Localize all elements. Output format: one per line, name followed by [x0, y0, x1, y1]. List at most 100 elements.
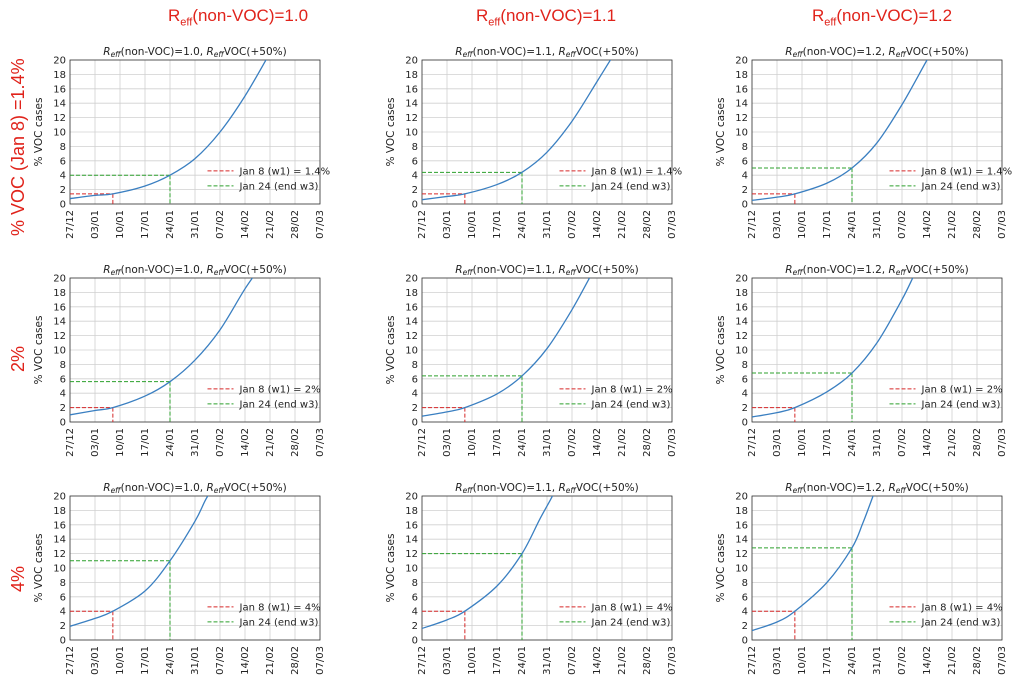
y-tick-label: 4 [60, 389, 66, 400]
plot-title-title-a: R [103, 264, 110, 276]
y-tick-label: 2 [412, 621, 418, 632]
x-tick-label: 21/02 [617, 646, 628, 675]
y-tick-label: 2 [412, 403, 418, 414]
y-tick-label: 10 [735, 128, 748, 139]
x-tick-label: 21/02 [947, 428, 958, 457]
y-tick-label: 14 [53, 99, 66, 110]
x-tick-label: 07/02 [567, 646, 578, 675]
chart-panel-9: Reff(non-VOC)=1.2, ReffVOC(+50%) 0 2 4 6 8 10 1… [712, 480, 1029, 680]
plot-title-title-e: eff [214, 50, 226, 59]
x-tick-label: 07/02 [897, 428, 908, 457]
y-tick-label: 4 [60, 171, 66, 182]
x-tick-label: 07/03 [667, 210, 678, 239]
y-tick-label: 8 [60, 360, 66, 371]
y-tick-label: 16 [735, 520, 748, 531]
chart-svg-3: Reff(non-VOC)=1.2, ReffVOC(+50%)02468101… [715, 46, 1012, 239]
y-tick-label: 6 [742, 374, 748, 385]
legend-w1-label: Jan 8 (w1) = 2% [591, 384, 673, 395]
x-tick-label: 31/01 [190, 646, 201, 675]
plot-title-title-b: eff [463, 268, 475, 277]
legend-w3-label: Jan 24 (end w3) [591, 617, 671, 628]
plot-title-title-d: R [206, 46, 213, 58]
legend-w1-label: Jan 8 (w1) = 1.4% [239, 166, 331, 177]
x-tick-label: 27/12 [417, 210, 428, 239]
plot-title: Reff(non-VOC)=1.2, ReffVOC(+50%) [785, 264, 968, 277]
plot-title-title-a: R [103, 46, 110, 58]
y-tick-label: 12 [405, 331, 418, 342]
y-tick-label: 18 [735, 288, 748, 299]
plot-title-title-a: R [455, 46, 462, 58]
x-tick-label: 21/02 [617, 210, 628, 239]
column-title-3-suffix: (non-VOC)=1.2 [836, 6, 953, 25]
plot-title-title-b: eff [793, 50, 805, 59]
column-title-3-prefix: R [812, 6, 825, 25]
y-tick-label: 8 [60, 142, 66, 153]
x-tick-label: 28/02 [290, 646, 301, 675]
plot-frame [69, 495, 321, 641]
y-tick-label: 8 [742, 578, 748, 589]
plot-frame [751, 277, 1003, 423]
y-tick-label: 14 [405, 317, 418, 328]
y-axis-label: % VOC cases [33, 534, 45, 603]
x-tick-label: 07/02 [897, 210, 908, 239]
y-tick-label: 18 [405, 288, 418, 299]
chart-panel-4: Reff(non-VOC)=1.0, ReffVOC(+50%) 0 2 4 6 8 10 1… [30, 262, 356, 462]
x-tick-label: 07/02 [567, 428, 578, 457]
y-tick-label: 2 [60, 403, 66, 414]
y-tick-label: 20 [53, 492, 66, 503]
y-tick-label: 12 [735, 331, 748, 342]
y-axis-label: % VOC cases [715, 534, 727, 603]
y-tick-label: 2 [742, 403, 748, 414]
y-tick-label: 20 [735, 492, 748, 503]
plot-title: Reff(non-VOC)=1.0, ReffVOC(+50%) [103, 264, 286, 277]
x-tick-label: 10/01 [797, 210, 808, 239]
plot-title-title-e: eff [566, 268, 578, 277]
y-tick-label: 10 [735, 564, 748, 575]
y-tick-label: 8 [742, 360, 748, 371]
y-tick-label: 12 [405, 113, 418, 124]
y-tick-label: 8 [742, 142, 748, 153]
plot-title-title-d: R [558, 46, 565, 58]
plot-title-title-f: VOC(+50%) [576, 482, 639, 494]
y-tick-label: 20 [405, 56, 418, 67]
x-tick-label: 07/03 [315, 646, 326, 675]
plot-frame [69, 277, 321, 423]
plot-title-title-c: (non-VOC)=1.1, [473, 482, 559, 494]
x-tick-label: 21/02 [265, 210, 276, 239]
plot-title-title-c: (non-VOC)=1.2, [803, 46, 889, 58]
y-tick-label: 20 [735, 56, 748, 67]
chart-panel-1: Reff(non-VOC)=1.0, ReffVOC(+50%) 0 2 4 6 8 10 1… [30, 44, 356, 244]
x-tick-label: 17/01 [140, 210, 151, 239]
x-tick-label: 24/01 [165, 210, 176, 239]
plot-title-title-d: R [206, 482, 213, 494]
plot-frame [69, 59, 321, 205]
y-tick-label: 6 [412, 156, 418, 167]
x-tick-label: 31/01 [872, 428, 883, 457]
y-tick-label: 10 [405, 128, 418, 139]
plot-title-title-f: VOC(+50%) [576, 46, 639, 58]
legend-w3-label: Jan 24 (end w3) [239, 181, 319, 192]
y-axis-label: % VOC cases [33, 316, 45, 385]
x-tick-label: 28/02 [972, 428, 983, 457]
x-tick-label: 07/03 [997, 646, 1008, 675]
legend-w3-label: Jan 24 (end w3) [591, 181, 671, 192]
y-tick-label: 8 [412, 578, 418, 589]
y-tick-label: 4 [60, 607, 66, 618]
x-tick-label: 10/01 [797, 646, 808, 675]
y-axis-label: % VOC cases [385, 534, 397, 603]
x-tick-label: 21/02 [947, 210, 958, 239]
x-tick-label: 07/03 [997, 210, 1008, 239]
y-tick-label: 4 [742, 607, 748, 618]
y-tick-label: 14 [735, 99, 748, 110]
y-tick-label: 16 [53, 84, 66, 95]
x-tick-label: 24/01 [517, 428, 528, 457]
x-tick-label: 27/12 [65, 210, 76, 239]
x-tick-label: 07/02 [215, 646, 226, 675]
x-tick-label: 24/01 [847, 428, 858, 457]
x-tick-label: 24/01 [165, 428, 176, 457]
plot-title-title-c: (non-VOC)=1.0, [121, 46, 207, 58]
y-tick-label: 20 [405, 492, 418, 503]
chart-svg-2: Reff(non-VOC)=1.1, ReffVOC(+50%)02468101… [385, 46, 682, 239]
plot-title-title-a: R [785, 264, 792, 276]
x-tick-label: 28/02 [290, 210, 301, 239]
